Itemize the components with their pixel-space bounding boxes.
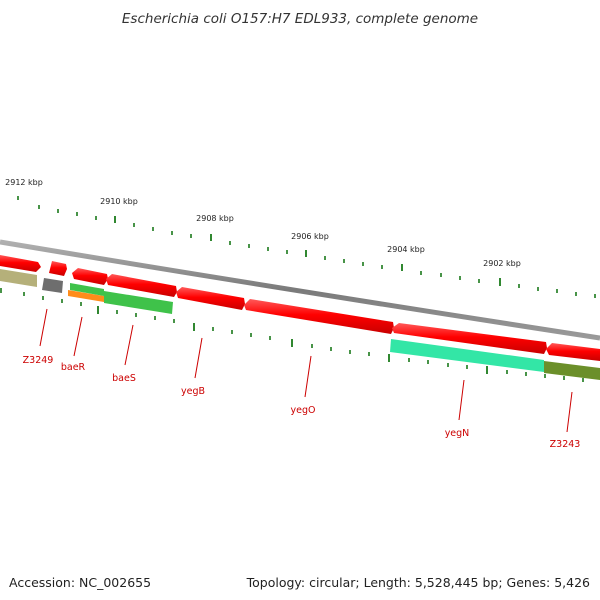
gene-label-yegb: yegB — [181, 386, 205, 397]
inner-tick-scale — [0, 288, 584, 382]
outer-tick-scale — [17, 196, 596, 298]
feature-block — [104, 291, 173, 314]
cds-arrow — [392, 323, 547, 354]
feature-track — [0, 269, 600, 380]
genome-backbone — [0, 239, 600, 341]
kbp-label: 2910 kbp — [100, 197, 138, 206]
cds-arrow — [49, 261, 67, 276]
gene-labels: Z3249 baeR baeS yegB yegO yegN Z3243 — [23, 355, 581, 450]
kbp-labels: 2912 kbp 2910 kbp 2908 kbp 2906 kbp 2904… — [5, 178, 521, 268]
leader-line — [39, 308, 48, 347]
kbp-label: 2902 kbp — [483, 259, 521, 268]
genome-summary-text: Topology: circular; Length: 5,528,445 bp… — [246, 575, 590, 590]
leader-line — [566, 391, 573, 433]
gene-label-z3249: Z3249 — [23, 355, 54, 366]
cds-arrow — [176, 287, 245, 310]
gene-label-yegn: yegN — [445, 428, 470, 439]
leader-line — [194, 337, 203, 379]
leader-line — [304, 355, 312, 398]
feature-block — [544, 361, 600, 380]
gene-leaders — [39, 308, 573, 433]
map-title: Escherichia coli O157:H7 EDL933, complet… — [122, 11, 478, 27]
gene-label-yego: yegO — [291, 405, 316, 416]
kbp-label: 2906 kbp — [291, 232, 329, 241]
cds-track — [0, 255, 600, 361]
kbp-label: 2912 kbp — [5, 178, 43, 187]
kbp-label: 2904 kbp — [387, 245, 425, 254]
gene-label-z3243: Z3243 — [550, 439, 581, 450]
cds-arrow — [0, 255, 41, 272]
feature-block — [390, 339, 544, 372]
feature-block — [0, 269, 37, 287]
kbp-label: 2908 kbp — [196, 214, 234, 223]
gene-label-baer: baeR — [61, 362, 86, 373]
leader-line — [124, 324, 134, 366]
cds-arrow — [546, 343, 600, 361]
leader-line — [73, 316, 83, 357]
cds-arrow — [244, 299, 394, 334]
cds-arrow — [106, 274, 177, 297]
gene-label-baes: baeS — [112, 373, 136, 384]
feature-block — [70, 283, 104, 296]
feature-block — [42, 278, 63, 293]
accession-text: Accession: NC_002655 — [9, 575, 151, 590]
leader-line — [458, 379, 465, 421]
cds-arrow — [72, 268, 108, 285]
feature-block — [68, 290, 104, 302]
